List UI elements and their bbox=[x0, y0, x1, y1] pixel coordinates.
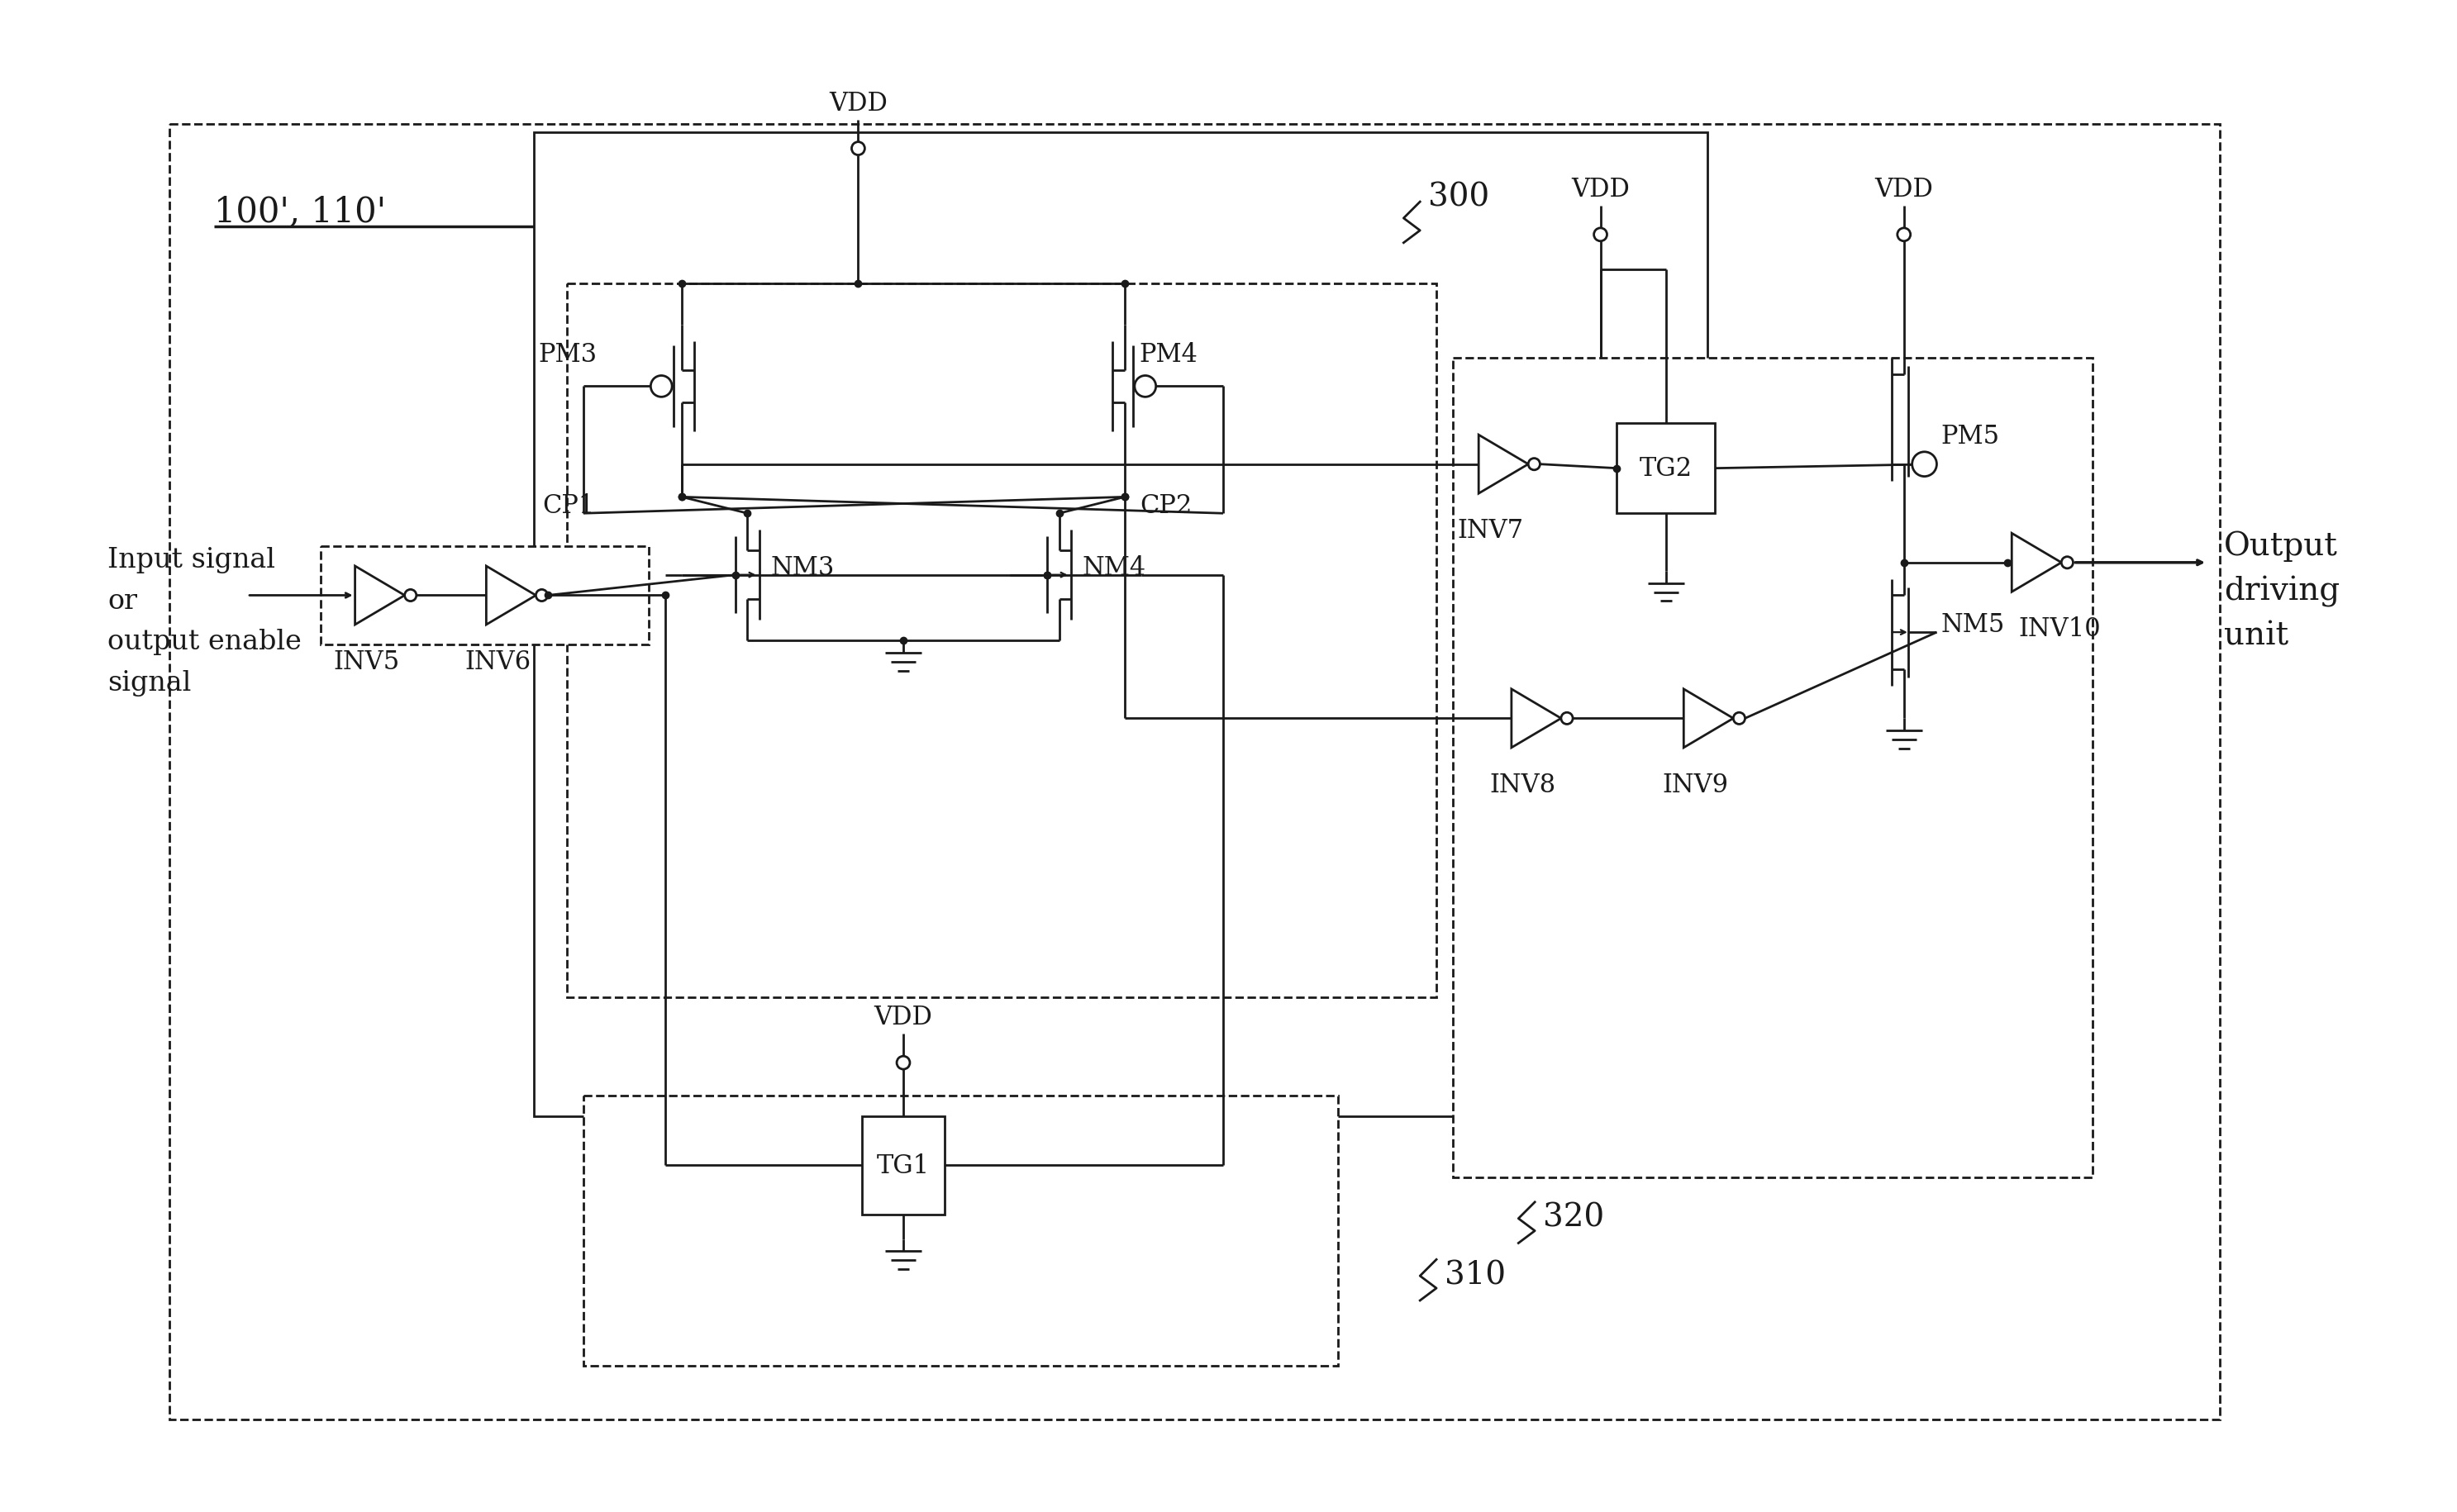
Text: INV9: INV9 bbox=[1661, 773, 1727, 797]
Circle shape bbox=[1135, 376, 1155, 398]
Bar bbox=[568, 284, 1437, 998]
Circle shape bbox=[1528, 458, 1541, 470]
Text: VDD: VDD bbox=[875, 1004, 934, 1030]
Text: INV5: INV5 bbox=[334, 649, 400, 674]
Text: NM4: NM4 bbox=[1081, 555, 1145, 581]
Text: CP1: CP1 bbox=[543, 493, 595, 519]
Text: unit: unit bbox=[2224, 620, 2287, 652]
Text: PM3: PM3 bbox=[538, 342, 597, 367]
Bar bbox=[1452, 358, 2093, 1178]
Text: output enable: output enable bbox=[108, 629, 302, 655]
Circle shape bbox=[897, 1057, 909, 1069]
Bar bbox=[170, 124, 2219, 1420]
Text: Input signal: Input signal bbox=[108, 547, 275, 573]
Bar bbox=[1617, 423, 1715, 514]
Circle shape bbox=[2061, 556, 2074, 569]
Bar bbox=[862, 1116, 943, 1214]
Polygon shape bbox=[1683, 689, 1732, 748]
Text: NM5: NM5 bbox=[1941, 612, 2005, 638]
Text: INV7: INV7 bbox=[1457, 519, 1523, 543]
Text: PM4: PM4 bbox=[1140, 342, 1199, 367]
Bar bbox=[322, 547, 649, 646]
Circle shape bbox=[1595, 228, 1607, 242]
Circle shape bbox=[1912, 452, 1936, 476]
Text: or: or bbox=[108, 588, 138, 614]
Circle shape bbox=[1897, 228, 1912, 242]
Text: 300: 300 bbox=[1428, 181, 1489, 213]
Text: INV6: INV6 bbox=[464, 649, 531, 674]
Text: 100', 110': 100', 110' bbox=[214, 194, 386, 228]
Polygon shape bbox=[2012, 534, 2061, 593]
Text: TG1: TG1 bbox=[877, 1152, 929, 1178]
Text: INV10: INV10 bbox=[2020, 617, 2101, 643]
Text: Output: Output bbox=[2224, 531, 2337, 561]
Text: VDD: VDD bbox=[1875, 177, 1934, 203]
Text: 310: 310 bbox=[1445, 1259, 1506, 1290]
Circle shape bbox=[536, 590, 548, 602]
Text: driving: driving bbox=[2224, 575, 2339, 606]
Text: PM5: PM5 bbox=[1941, 423, 2000, 449]
Circle shape bbox=[853, 142, 865, 156]
Polygon shape bbox=[354, 567, 405, 624]
Circle shape bbox=[1732, 712, 1744, 724]
Text: NM3: NM3 bbox=[771, 555, 835, 581]
Text: TG2: TG2 bbox=[1639, 457, 1693, 481]
Text: CP2: CP2 bbox=[1140, 493, 1192, 519]
Circle shape bbox=[1560, 712, 1572, 724]
Text: INV8: INV8 bbox=[1489, 773, 1555, 797]
Polygon shape bbox=[1479, 435, 1528, 494]
Text: VDD: VDD bbox=[828, 91, 887, 116]
Text: 320: 320 bbox=[1543, 1202, 1604, 1232]
Circle shape bbox=[651, 376, 673, 398]
Text: VDD: VDD bbox=[1570, 177, 1629, 203]
Polygon shape bbox=[1511, 689, 1560, 748]
Bar bbox=[533, 133, 1708, 1116]
Text: signal: signal bbox=[108, 670, 192, 696]
Bar bbox=[582, 1096, 1339, 1367]
Polygon shape bbox=[486, 567, 536, 624]
Circle shape bbox=[405, 590, 415, 602]
